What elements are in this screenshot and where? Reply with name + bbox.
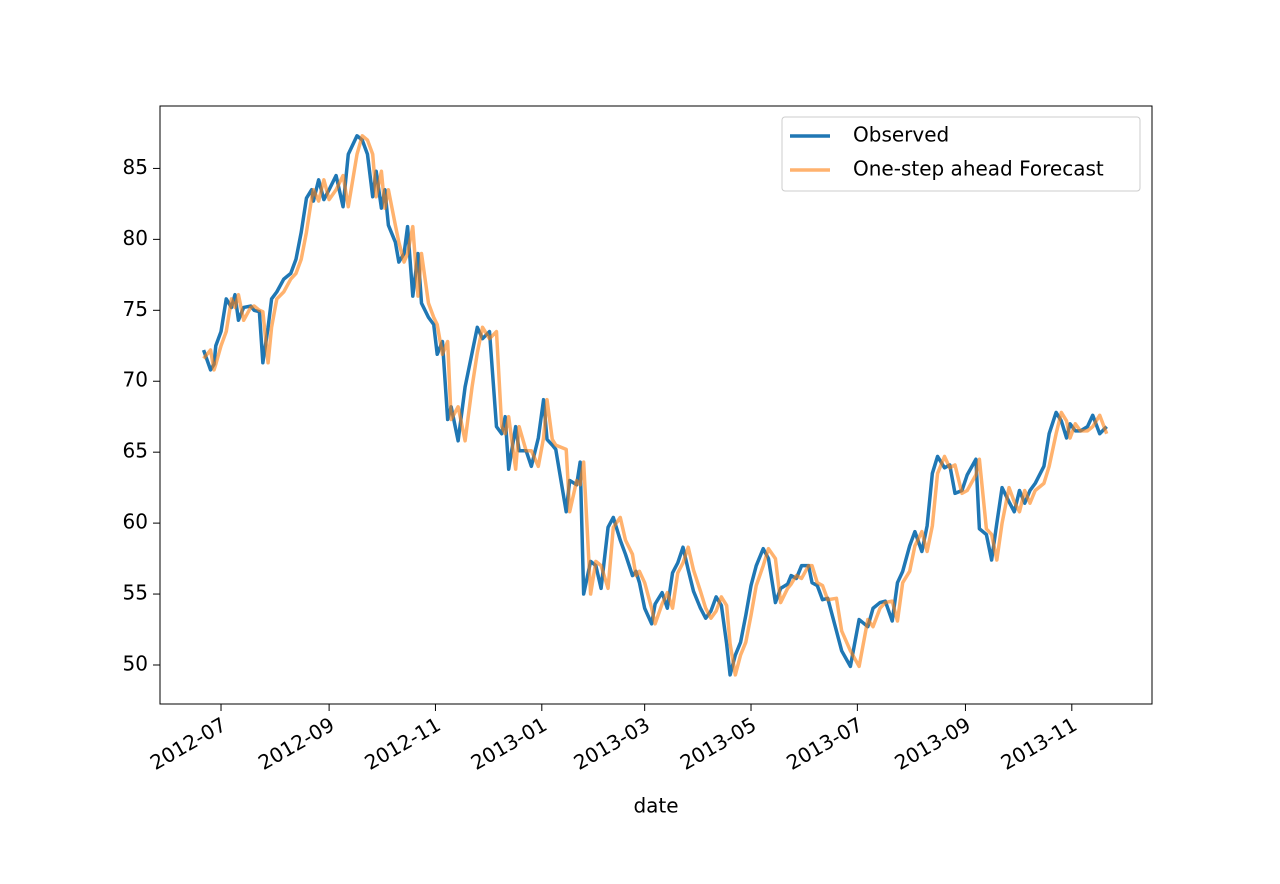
x-tick-label: 2013-01	[467, 712, 551, 775]
legend-label: Observed	[853, 123, 949, 147]
legend-label: One-step ahead Forecast	[853, 157, 1104, 181]
x-tick-label: 2012-07	[146, 712, 230, 775]
plot-frame	[159, 105, 1153, 705]
y-tick-label: 70	[123, 368, 148, 392]
x-tick-label: 2013-05	[676, 712, 760, 775]
y-tick-label: 60	[123, 510, 148, 534]
y-tick-label: 75	[123, 297, 148, 321]
x-tick-label: 2012-09	[254, 712, 338, 775]
y-tick-label: 85	[123, 155, 148, 179]
x-tick-label: 2013-07	[782, 712, 866, 775]
x-tick-label: 2013-11	[997, 712, 1081, 775]
series-line	[202, 134, 1109, 677]
x-tick-label: 2013-09	[890, 712, 974, 775]
legend: Observed One-step ahead Forecast	[781, 116, 1141, 192]
y-tick-label: 80	[123, 226, 148, 250]
x-tick-label: 2013-03	[570, 712, 654, 775]
series-line	[201, 134, 1108, 677]
y-tick-label: 55	[123, 581, 148, 605]
y-tick-label: 50	[123, 651, 148, 675]
x-tick-label: 2012-11	[360, 712, 444, 775]
x-axis-label: date	[633, 794, 678, 818]
legend-box	[781, 116, 1141, 192]
y-tick-label: 65	[123, 439, 148, 463]
